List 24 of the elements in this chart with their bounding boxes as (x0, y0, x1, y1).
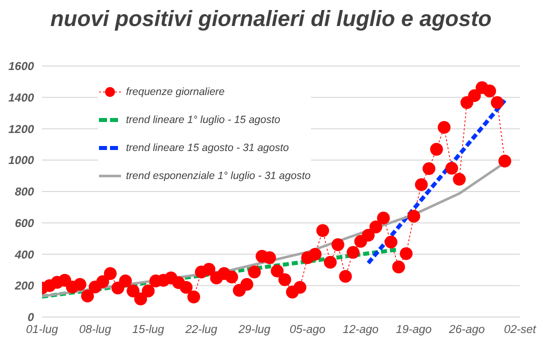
legend-label: trend lineare 1° luglio - 15 agosto (126, 114, 280, 126)
y-tick-label: 1200 (8, 124, 35, 136)
x-tick-label: 08-lug (79, 324, 112, 336)
x-tick-label: 02-set (504, 324, 537, 336)
legend-label: trend lineare 15 agosto - 31 agosto (126, 142, 289, 154)
y-tick-label: 600 (14, 218, 35, 230)
y-tick-label: 200 (14, 280, 35, 293)
x-tick-label: 05-ago (290, 324, 326, 336)
x-tick-label: 12-ago (342, 324, 380, 336)
x-tick-label: 29-lug (237, 324, 272, 336)
y-tick-label: 800 (14, 186, 35, 199)
legend-label: trend esponenziale 1° luglio - 31 agosto (126, 170, 311, 182)
legend-label: frequenze giornaliere (126, 86, 225, 98)
x-tick-label: 19-ago (396, 324, 432, 336)
x-tick-label: 01-lug (26, 324, 59, 336)
y-tick-label: 1400 (8, 92, 35, 104)
x-tick-label: 26-ago (448, 324, 486, 336)
y-tick-label: 1000 (8, 155, 35, 168)
chart-title: nuovi positivi giornalieri di luglio e agosto (49, 6, 493, 32)
y-tick-label: 0 (28, 312, 35, 324)
x-tick-label: 15-lug (132, 324, 165, 336)
y-tick-label: 1600 (8, 61, 35, 74)
y-tick-label: 400 (14, 249, 35, 262)
x-tick-label: 22-lug (184, 324, 218, 336)
